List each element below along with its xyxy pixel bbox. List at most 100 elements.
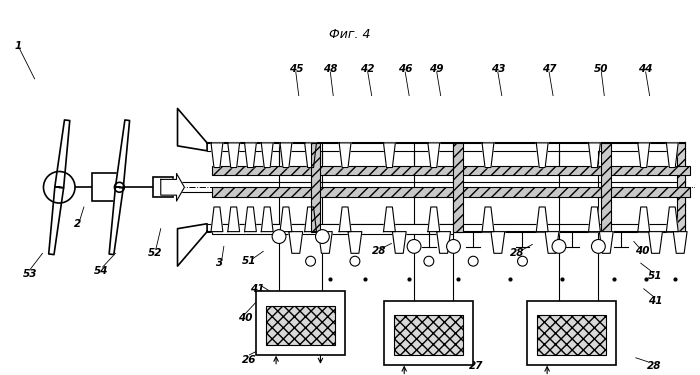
Polygon shape — [437, 232, 451, 253]
Bar — [212, 187, 690, 197]
Polygon shape — [638, 207, 650, 232]
Text: 2: 2 — [74, 219, 82, 229]
Text: 28: 28 — [510, 248, 525, 258]
Bar — [92, 174, 120, 201]
Text: 50: 50 — [594, 64, 608, 74]
Polygon shape — [340, 143, 351, 168]
Text: 51: 51 — [648, 271, 663, 281]
Bar — [212, 224, 454, 234]
Polygon shape — [482, 143, 494, 168]
Polygon shape — [384, 207, 395, 232]
Polygon shape — [280, 143, 292, 168]
Polygon shape — [599, 232, 613, 253]
Polygon shape — [589, 207, 601, 232]
Polygon shape — [304, 207, 316, 232]
Polygon shape — [393, 232, 406, 253]
Bar — [153, 177, 173, 197]
Text: 3: 3 — [216, 258, 223, 268]
Circle shape — [350, 256, 360, 266]
Polygon shape — [244, 207, 256, 232]
Polygon shape — [55, 120, 70, 188]
Polygon shape — [161, 174, 184, 201]
Polygon shape — [178, 224, 207, 266]
Circle shape — [306, 256, 316, 266]
Polygon shape — [228, 207, 239, 232]
Bar — [538, 315, 606, 355]
Polygon shape — [666, 207, 678, 232]
Text: 42: 42 — [360, 64, 375, 74]
Bar — [256, 291, 345, 355]
Text: 45: 45 — [288, 64, 303, 74]
Circle shape — [407, 240, 421, 253]
Circle shape — [517, 256, 527, 266]
Polygon shape — [244, 143, 256, 168]
Polygon shape — [545, 232, 559, 253]
Bar — [677, 143, 685, 232]
Text: 28: 28 — [648, 361, 661, 370]
Text: Фиг. 4: Фиг. 4 — [329, 28, 371, 41]
Polygon shape — [228, 143, 239, 168]
Text: 27: 27 — [469, 361, 484, 370]
Circle shape — [592, 240, 606, 253]
Polygon shape — [428, 143, 440, 168]
Circle shape — [43, 171, 75, 203]
Polygon shape — [491, 232, 505, 253]
Bar — [527, 301, 616, 364]
Polygon shape — [482, 207, 494, 232]
Circle shape — [272, 230, 286, 243]
Polygon shape — [289, 232, 302, 253]
Text: 44: 44 — [638, 64, 653, 74]
Polygon shape — [428, 207, 440, 232]
Polygon shape — [384, 143, 395, 168]
Polygon shape — [280, 207, 292, 232]
Circle shape — [316, 230, 329, 243]
Text: 46: 46 — [398, 64, 412, 74]
Polygon shape — [673, 232, 687, 253]
Polygon shape — [178, 108, 207, 151]
Polygon shape — [261, 207, 273, 232]
Text: 53: 53 — [22, 269, 37, 279]
Text: 47: 47 — [542, 64, 557, 74]
Circle shape — [447, 240, 461, 253]
Text: 28: 28 — [372, 246, 387, 256]
Text: 26: 26 — [242, 355, 257, 365]
Polygon shape — [649, 232, 662, 253]
Polygon shape — [49, 187, 64, 255]
Text: 54: 54 — [93, 266, 108, 276]
Bar — [384, 301, 473, 364]
Circle shape — [552, 240, 566, 253]
Polygon shape — [211, 143, 223, 168]
Text: 40: 40 — [238, 314, 253, 323]
Bar — [454, 143, 463, 232]
Bar — [601, 143, 611, 232]
Bar — [311, 143, 321, 232]
Polygon shape — [666, 143, 678, 168]
Text: 52: 52 — [148, 248, 162, 258]
Polygon shape — [536, 143, 548, 168]
Text: 49: 49 — [430, 64, 444, 74]
Circle shape — [424, 256, 434, 266]
Polygon shape — [536, 207, 548, 232]
Polygon shape — [304, 143, 316, 168]
Bar — [394, 315, 463, 355]
Text: 48: 48 — [323, 64, 337, 74]
Text: 43: 43 — [491, 64, 505, 74]
Polygon shape — [638, 143, 650, 168]
Polygon shape — [340, 207, 351, 232]
Text: 51: 51 — [242, 256, 257, 266]
Polygon shape — [116, 120, 130, 188]
Polygon shape — [348, 232, 362, 253]
Bar — [212, 166, 690, 176]
Bar — [266, 306, 335, 345]
Polygon shape — [318, 232, 332, 253]
Polygon shape — [109, 187, 123, 255]
Circle shape — [468, 256, 478, 266]
Text: 41: 41 — [648, 296, 663, 306]
Polygon shape — [211, 207, 223, 232]
Text: 41: 41 — [250, 284, 265, 294]
Text: 1: 1 — [14, 41, 22, 51]
Text: 40: 40 — [636, 246, 650, 256]
Circle shape — [114, 182, 125, 192]
Polygon shape — [261, 143, 273, 168]
Polygon shape — [589, 143, 601, 168]
